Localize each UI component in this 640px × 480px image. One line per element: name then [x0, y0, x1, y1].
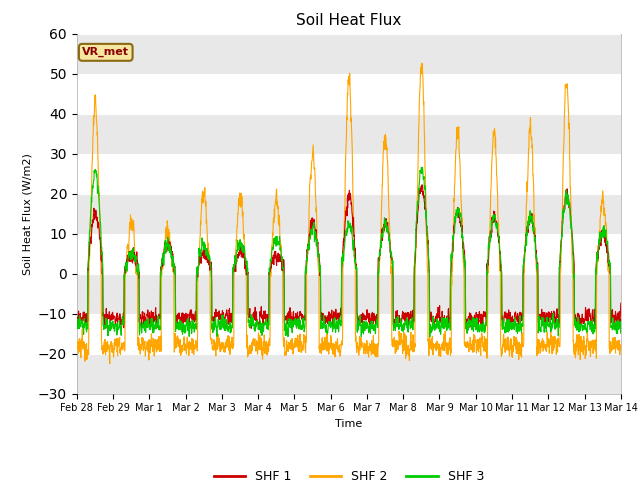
SHF 1 [584, 319, 592, 325]
SHF 1 [255, 326, 263, 332]
Bar [77, 193, 621, 234]
Bar [77, 34, 621, 73]
SHF 2 [617, 342, 625, 348]
Bar [77, 354, 621, 394]
SHF 1 [508, 323, 515, 328]
SHF 3 [73, 325, 81, 331]
SHF 2 [365, 354, 372, 360]
SHF 3 [617, 330, 625, 336]
X-axis label: Time: Time [335, 419, 362, 429]
Line: SHF 1: SHF 1 [77, 185, 621, 329]
SHF 1 [73, 318, 81, 324]
SHF 1 [617, 300, 625, 306]
SHF 2 [106, 360, 114, 366]
SHF 3 [225, 324, 232, 329]
Y-axis label: Soil Heat Flux (W/m2): Soil Heat Flux (W/m2) [22, 153, 32, 275]
SHF 3 [365, 324, 372, 329]
SHF 1 [570, 251, 577, 257]
SHF 1 [225, 318, 232, 324]
SHF 3 [570, 254, 577, 260]
SHF 3 [508, 321, 515, 326]
Bar [77, 274, 621, 313]
SHF 2 [584, 345, 592, 350]
Bar [77, 114, 621, 154]
SHF 2 [225, 338, 232, 344]
SHF 2 [508, 344, 515, 349]
Title: Soil Heat Flux: Soil Heat Flux [296, 13, 401, 28]
SHF 3 [426, 334, 434, 340]
SHF 3 [584, 320, 592, 326]
SHF 3 [376, 252, 384, 258]
SHF 2 [376, 239, 384, 244]
Line: SHF 2: SHF 2 [77, 63, 621, 363]
SHF 1 [365, 316, 372, 322]
SHF 3 [419, 165, 426, 170]
SHF 2 [418, 60, 426, 66]
SHF 1 [419, 182, 426, 188]
SHF 2 [570, 338, 577, 344]
Text: VR_met: VR_met [82, 47, 129, 58]
Legend: SHF 1, SHF 2, SHF 3: SHF 1, SHF 2, SHF 3 [209, 465, 489, 480]
Line: SHF 3: SHF 3 [77, 168, 621, 337]
SHF 2 [73, 344, 81, 350]
SHF 1 [376, 244, 384, 250]
